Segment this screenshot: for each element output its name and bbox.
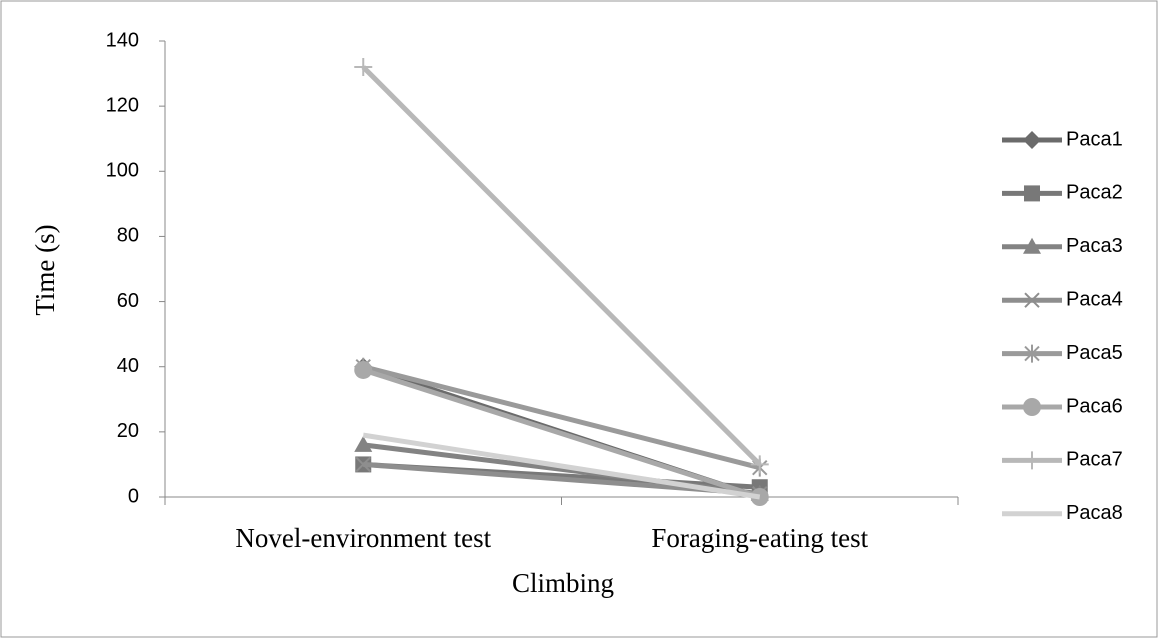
legend-label: Paca2 <box>1066 182 1123 204</box>
marker <box>1023 451 1041 470</box>
marker <box>1024 185 1040 202</box>
marker <box>1023 131 1041 149</box>
y-tick-label: 40 <box>117 355 139 377</box>
legend-label: Paca1 <box>1066 128 1123 150</box>
x-tick-label: Foraging-eating test <box>651 523 868 553</box>
series-line <box>361 65 762 467</box>
legend-label: Paca7 <box>1066 449 1123 471</box>
legend-label: Paca4 <box>1066 288 1123 310</box>
x-tick-label: Novel-environment test <box>235 523 491 553</box>
marker <box>750 455 769 474</box>
legend-label: Paca5 <box>1066 342 1123 364</box>
series-line <box>362 367 761 500</box>
series-line <box>362 432 761 500</box>
marker <box>1023 237 1041 254</box>
marker <box>354 58 373 77</box>
y-tick-label: 100 <box>106 160 139 182</box>
x-axis-label: Climbing <box>512 568 614 598</box>
marker <box>354 360 373 379</box>
series-line <box>362 364 761 471</box>
y-axis-label: Time (s) <box>30 224 60 315</box>
y-tick-label: 140 <box>106 29 139 51</box>
y-tick-label: 80 <box>117 225 139 247</box>
legend-label: Paca8 <box>1066 502 1123 524</box>
marker <box>1024 292 1040 308</box>
marker <box>1023 398 1041 416</box>
y-tick-label: 20 <box>117 420 139 442</box>
marker <box>354 435 373 452</box>
y-tick-label: 60 <box>117 290 139 312</box>
marker <box>355 456 371 473</box>
marker <box>1024 344 1040 363</box>
y-tick-label: 0 <box>128 485 139 507</box>
y-tick-label: 120 <box>106 94 139 116</box>
legend-label: Paca6 <box>1066 395 1123 417</box>
legend-label: Paca3 <box>1066 235 1123 257</box>
